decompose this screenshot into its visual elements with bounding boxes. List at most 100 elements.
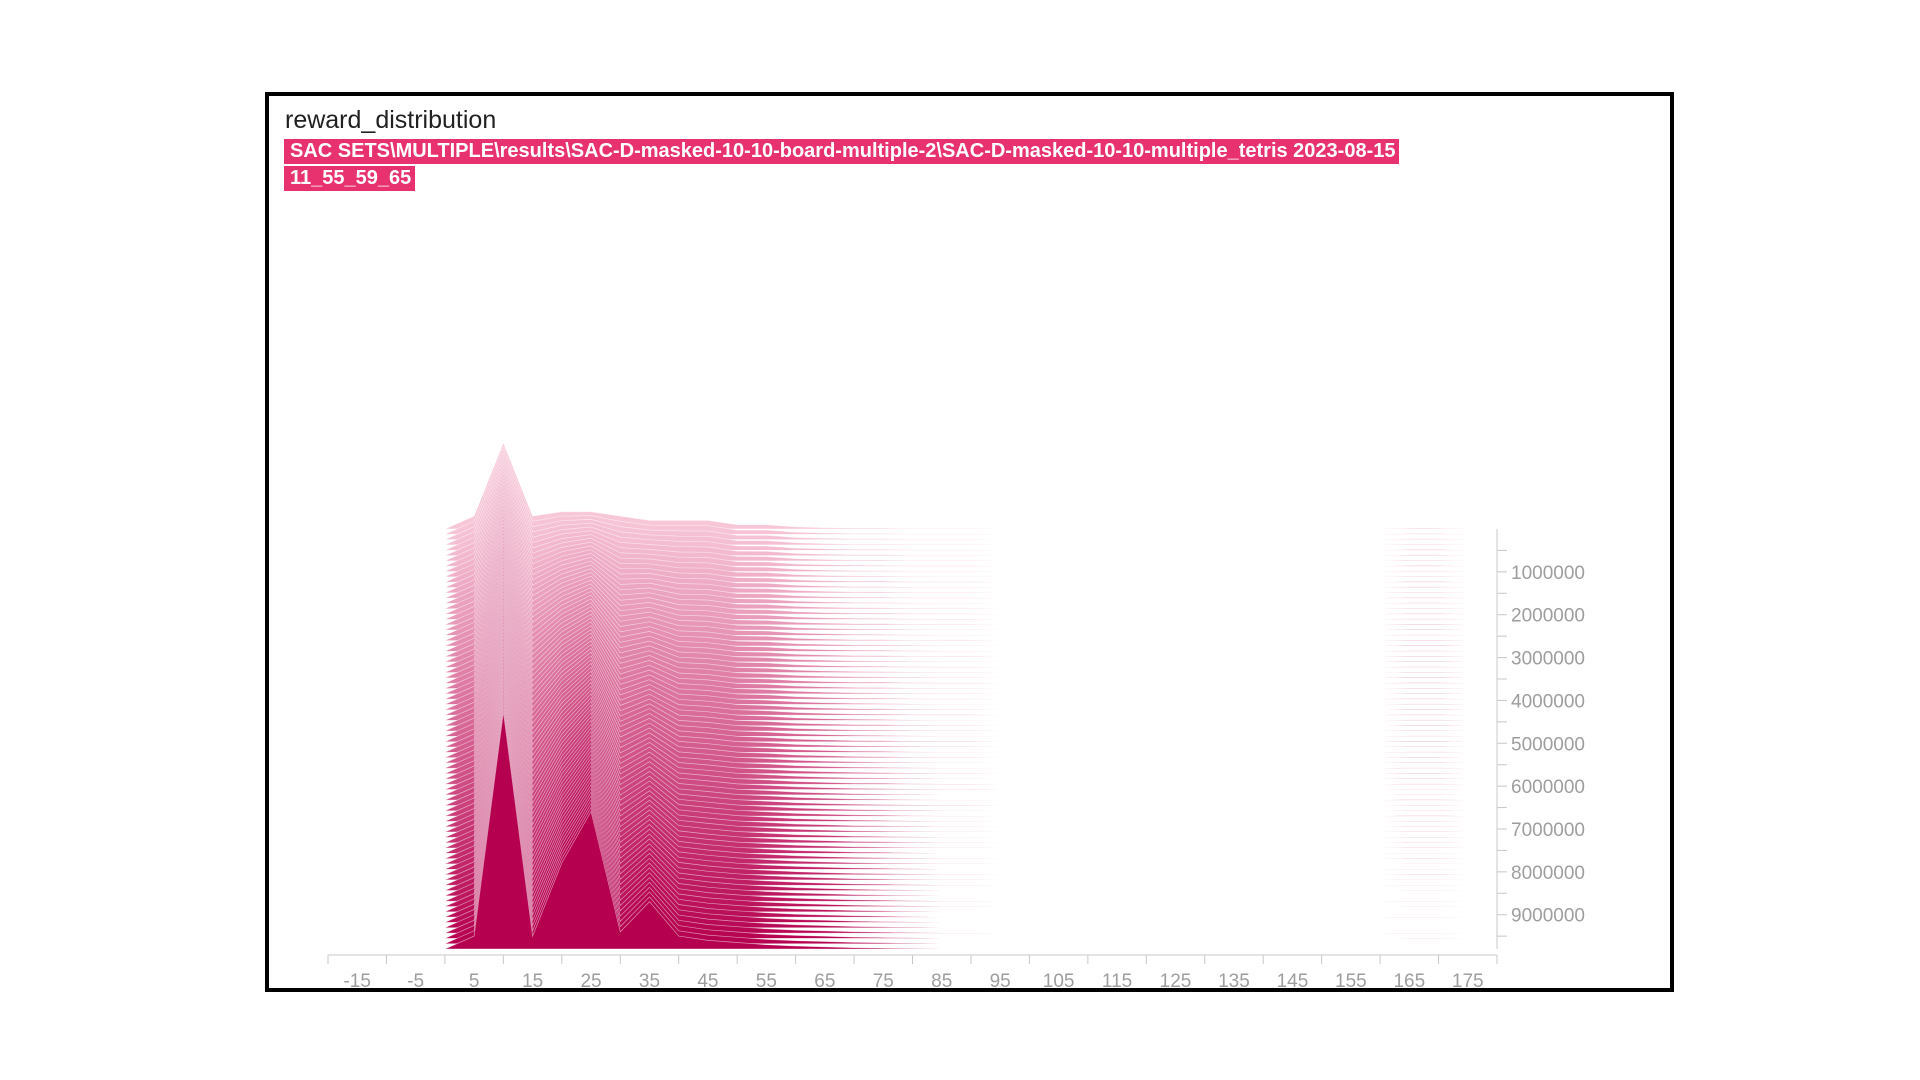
histogram-slice xyxy=(328,528,1497,663)
histogram-slice xyxy=(328,627,1497,817)
x-tick-label: 65 xyxy=(814,971,835,992)
x-tick-label: -15 xyxy=(343,971,370,992)
chart-title: reward_distribution xyxy=(285,106,497,134)
histogram-slice xyxy=(328,712,1497,950)
histogram-slice xyxy=(328,586,1497,753)
histogram-slice xyxy=(328,496,1497,615)
step-axis: 1000000 2000000 3000000 4000000 5000000 60000… xyxy=(1496,529,1585,949)
histogram-slice xyxy=(328,630,1497,822)
histogram-slice xyxy=(328,685,1497,907)
histogram-slice xyxy=(328,503,1497,626)
x-tick-label: 165 xyxy=(1393,971,1425,992)
histogram-slice xyxy=(328,599,1497,774)
histogram-slice xyxy=(328,681,1497,902)
histogram-slice xyxy=(328,552,1497,700)
histogram-slice xyxy=(328,678,1497,897)
histogram-slice xyxy=(328,521,1497,652)
histogram-slice xyxy=(328,613,1497,796)
histogram-slice xyxy=(328,589,1497,758)
x-tick-label: -5 xyxy=(407,971,424,992)
histogram-slice xyxy=(328,582,1497,748)
histogram-slice xyxy=(328,475,1497,583)
histogram-slice xyxy=(328,548,1497,695)
histogram-slice xyxy=(328,489,1497,604)
histogram-slice xyxy=(328,623,1497,812)
histogram-slice xyxy=(328,664,1497,875)
x-tick-label: 5 xyxy=(469,971,480,992)
histogram-slice xyxy=(328,565,1497,721)
x-tick-label: 75 xyxy=(873,971,894,992)
histogram-slice xyxy=(328,688,1497,913)
histogram-slice xyxy=(328,465,1497,567)
histogram-slice xyxy=(328,479,1497,588)
histogram-slice xyxy=(328,538,1497,679)
histogram-slice xyxy=(328,647,1497,849)
histogram-slice xyxy=(328,541,1497,684)
histogram-slice xyxy=(328,674,1497,891)
histogram-slice xyxy=(328,691,1497,918)
step-tick-label: 1000000 xyxy=(1511,563,1585,584)
histogram-slice xyxy=(328,524,1497,657)
histogram-slice xyxy=(328,657,1497,865)
histogram-slices xyxy=(328,442,1497,950)
step-tick-label: 6000000 xyxy=(1511,777,1585,798)
histogram-slice xyxy=(328,661,1497,870)
x-tick-label: 125 xyxy=(1160,971,1192,992)
histogram-slice xyxy=(328,513,1497,641)
x-tick-label: 15 xyxy=(522,971,543,992)
step-tick-label: 2000000 xyxy=(1511,606,1585,627)
histogram-slice xyxy=(328,593,1497,764)
histogram-slice xyxy=(328,509,1497,636)
histogram-slice xyxy=(328,448,1497,540)
step-tick-label: 7000000 xyxy=(1511,820,1585,841)
histogram-slice xyxy=(328,695,1497,923)
histogram-slice xyxy=(328,506,1497,631)
histogram-slice xyxy=(328,575,1497,737)
histogram-slice xyxy=(328,555,1497,705)
histogram-slice xyxy=(328,469,1497,572)
run-name-badge: SAC SETS\MULTIPLE\results\SAC-D-masked-1… xyxy=(284,138,1434,192)
histogram-slice xyxy=(328,472,1497,578)
step-tick-label: 4000000 xyxy=(1511,691,1585,712)
step-tick-label: 5000000 xyxy=(1511,734,1585,755)
x-axis: -15 -5 5 15 25 35 45 55 65 75 85 95 105 115 125 135 145 1… xyxy=(327,954,1498,992)
x-tick-label: 115 xyxy=(1102,971,1132,992)
step-tick-label: 3000000 xyxy=(1511,649,1585,670)
x-tick-label: 155 xyxy=(1335,971,1367,992)
histogram-slice xyxy=(328,442,1497,530)
histogram-slice xyxy=(328,654,1497,859)
histogram-slice xyxy=(328,603,1497,780)
histogram-slice xyxy=(328,606,1497,785)
histogram-slice xyxy=(328,596,1497,769)
histogram-slice xyxy=(328,705,1497,939)
x-tick-label: 145 xyxy=(1277,971,1309,992)
histogram-slice xyxy=(328,535,1497,673)
x-tick-label: 175 xyxy=(1452,971,1484,992)
histogram-slice xyxy=(328,633,1497,828)
histogram-slice xyxy=(328,702,1497,934)
histogram-slice xyxy=(328,572,1497,732)
histogram-slice xyxy=(328,668,1497,881)
histogram-slice xyxy=(328,486,1497,599)
histogram-slice xyxy=(328,698,1497,929)
histogram-slice xyxy=(328,637,1497,833)
histogram-slice xyxy=(328,644,1497,844)
x-tick-label: 135 xyxy=(1218,971,1250,992)
histogram-slice xyxy=(328,445,1497,535)
histogram-slice xyxy=(328,569,1497,727)
x-tick-label: 25 xyxy=(580,971,601,992)
x-tick-label: 105 xyxy=(1043,971,1075,992)
x-tick-label: 85 xyxy=(931,971,952,992)
histogram-slice xyxy=(328,620,1497,806)
histogram-slice xyxy=(328,640,1497,838)
histogram-slice xyxy=(328,671,1497,886)
x-tick-label: 55 xyxy=(756,971,777,992)
histogram-slice xyxy=(328,545,1497,689)
histogram-slice xyxy=(328,709,1497,945)
histogram-slice xyxy=(328,562,1497,716)
histogram-slice xyxy=(328,531,1497,668)
x-tick-label: 35 xyxy=(639,971,660,992)
histogram-slice xyxy=(328,610,1497,790)
x-tick-label: 45 xyxy=(697,971,718,992)
